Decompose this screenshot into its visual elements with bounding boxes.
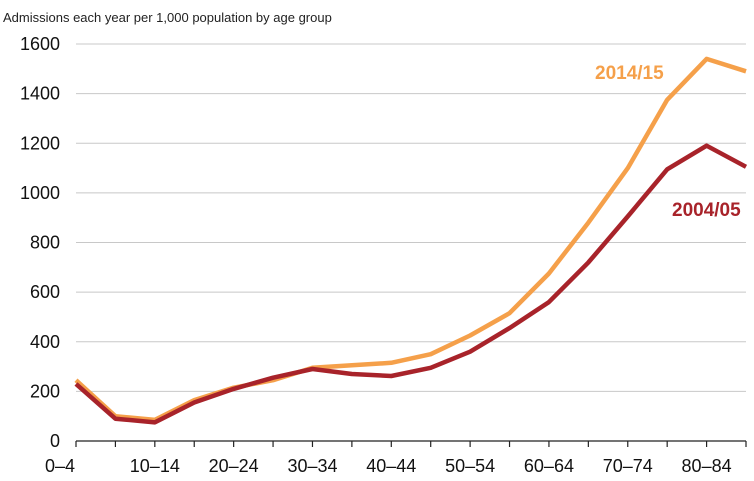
y-tick-label: 1400 xyxy=(20,84,60,104)
x-axis-ticks: 0–4 10–14 20–24 30–34 40–44 50–54 60–64 70–74 80… xyxy=(45,441,747,476)
y-axis-ticks: 0 200 400 600 800 1000 1200 1400 1600 xyxy=(20,34,60,451)
y-tick-label: 800 xyxy=(30,233,60,253)
y-tick-label: 400 xyxy=(30,332,60,352)
x-tick-label: 20–24 xyxy=(209,456,259,476)
series-line-2014-15 xyxy=(74,56,747,423)
y-axis-title: Admissions each year per 1,000 populatio… xyxy=(3,10,332,25)
y-tick-label: 200 xyxy=(30,381,60,401)
x-tick-label: 30–34 xyxy=(287,456,337,476)
y-tick-label: 1200 xyxy=(20,133,60,153)
gridlines xyxy=(76,43,746,392)
x-tick-label: 80–84 xyxy=(682,456,732,476)
x-tick-label: 50–54 xyxy=(445,456,495,476)
series-label: 2014/15 xyxy=(595,63,664,84)
x-tick-label: 10–14 xyxy=(130,456,180,476)
y-tick-label: 0 xyxy=(50,431,60,451)
series-label: 2004/05 xyxy=(672,200,741,221)
x-tick-label: 60–64 xyxy=(524,456,574,476)
y-tick-label: 600 xyxy=(30,282,60,302)
y-tick-label: 1600 xyxy=(20,34,60,54)
series-lines xyxy=(74,56,748,425)
series-labels: 2014/15 2004/05 xyxy=(595,63,741,221)
x-tick-label: 40–44 xyxy=(366,456,416,476)
y-tick-label: 1000 xyxy=(20,183,60,203)
series-line-2004-05 xyxy=(74,143,748,425)
x-tick-label: 0–4 xyxy=(45,456,75,476)
x-tick-label: 70–74 xyxy=(603,456,653,476)
